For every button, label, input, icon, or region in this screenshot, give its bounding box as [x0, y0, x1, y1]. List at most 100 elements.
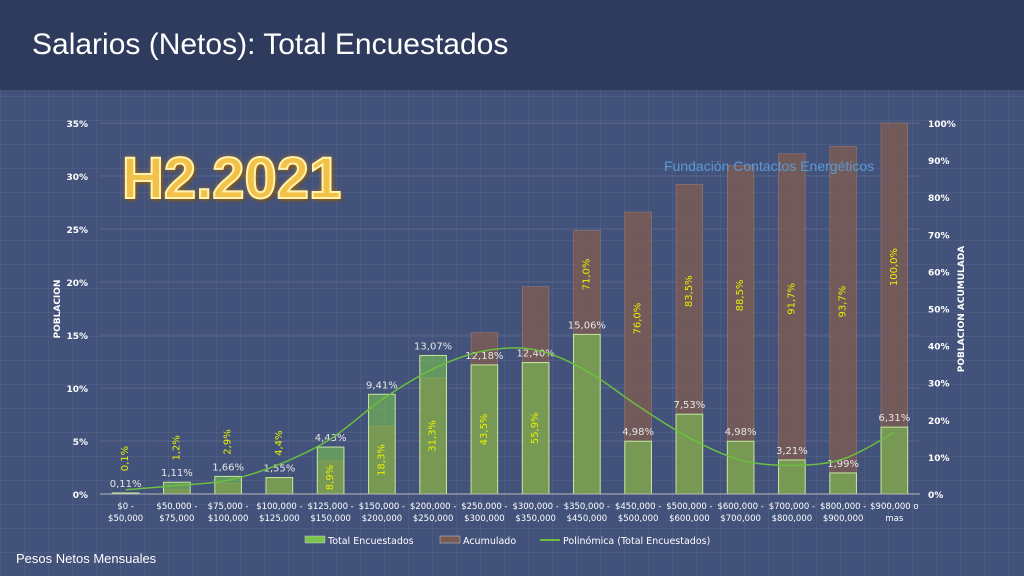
acumulado-data-label: 4,4%	[274, 430, 285, 455]
y-axis-title: POBLACION	[53, 280, 63, 339]
x-tick-label: $450,000 -	[615, 502, 661, 512]
footer-note: Pesos Netos Mensuales	[16, 551, 157, 566]
total-data-label: 9,41%	[366, 380, 398, 391]
x-tick-label: mas	[885, 514, 903, 524]
x-tick-label: $800,000 -	[820, 502, 866, 512]
y2-tick-label: 60%	[928, 268, 950, 278]
x-tick-label: $125,000	[259, 514, 300, 524]
acumulado-data-label: 91,7%	[786, 283, 797, 315]
total-bar	[368, 393, 396, 495]
trendline	[125, 347, 895, 491]
x-tick-label: $900,000 o	[870, 502, 918, 512]
total-data-label: 1,99%	[827, 459, 859, 470]
total-bar	[675, 413, 704, 495]
x-tick-label: $350,000	[515, 514, 556, 524]
acumulado-data-label: 1,2%	[171, 435, 182, 460]
legend-swatch	[304, 535, 326, 544]
x-tick-label: $500,000 -	[666, 502, 712, 512]
x-tick-label: $300,000	[464, 514, 505, 524]
x-tick-label: $250,000	[413, 514, 454, 524]
total-data-label: 4,98%	[725, 427, 757, 438]
y-tick-label: 30%	[66, 173, 88, 183]
y-tick-label: 10%	[66, 385, 88, 395]
y-tick-label: 5%	[73, 438, 88, 448]
y2-tick-label: 0%	[928, 491, 943, 501]
total-data-label: 1,66%	[212, 462, 244, 473]
acumulado-data-label: 88,5%	[735, 280, 746, 312]
x-tick-label: $50,000	[108, 514, 143, 524]
legend-swatch	[439, 535, 461, 544]
acumulado-bar	[829, 146, 857, 495]
y2-tick-label: 90%	[928, 157, 950, 167]
total-bar	[829, 472, 857, 495]
acumulado-data-label: 93,7%	[838, 286, 849, 318]
x-tick-label: $600,000	[669, 514, 710, 524]
acumulado-data-label: 18,3%	[376, 444, 387, 476]
x-tick-label: $50,000 -	[156, 502, 197, 512]
total-data-label: 12,40%	[517, 349, 555, 360]
total-bar	[316, 446, 345, 495]
legend-label: Acumulado	[463, 536, 516, 547]
y2-tick-label: 40%	[928, 343, 950, 353]
total-bar	[419, 354, 447, 495]
x-tick-label: $100,000	[208, 514, 249, 524]
acumulado-data-label: 100,0%	[889, 248, 900, 286]
y2-tick-label: 10%	[928, 454, 950, 464]
y-tick-label: 0%	[73, 491, 88, 501]
acumulado-data-label: 43,5%	[479, 414, 490, 446]
x-tick-label: $125,000 -	[307, 502, 353, 512]
x-tick-label: $300,000 -	[512, 502, 558, 512]
total-bar	[265, 477, 294, 495]
total-bar	[470, 364, 499, 495]
total-data-label: 7,53%	[673, 400, 705, 411]
x-tick-label: $100,000 -	[256, 502, 302, 512]
acumulado-data-label: 71,0%	[581, 259, 592, 291]
total-bar	[726, 440, 755, 495]
y-tick-label: 20%	[66, 279, 88, 289]
x-tick-label: $450,000	[567, 514, 608, 524]
total-data-label: 6,31%	[878, 413, 910, 424]
x-tick-label: $250,000 -	[461, 502, 507, 512]
x-tick-label: $200,000	[362, 514, 403, 524]
total-bar	[163, 481, 191, 495]
y2-tick-label: 100%	[928, 120, 956, 130]
y2-tick-label: 50%	[928, 306, 950, 316]
total-data-label: 12,18%	[465, 351, 503, 362]
x-tick-label: $75,000	[159, 514, 194, 524]
x-tick-label: $0 -	[117, 502, 134, 512]
total-data-label: 1,11%	[161, 468, 193, 479]
y2-tick-label: 80%	[928, 194, 950, 204]
total-data-label: 0,11%	[110, 479, 142, 490]
acumulado-bar	[778, 153, 806, 495]
total-data-label: 13,07%	[414, 341, 452, 352]
x-tick-label: $900,000	[823, 514, 864, 524]
x-tick-label: $200,000 -	[410, 502, 456, 512]
x-tick-label: $700,000	[720, 514, 761, 524]
acumulado-data-label: 8,9%	[325, 465, 336, 490]
y2-tick-label: 70%	[928, 231, 950, 241]
x-tick-label: $700,000 -	[769, 502, 815, 512]
acumulado-data-label: 0,1%	[120, 446, 131, 471]
header-bar	[0, 0, 1024, 90]
x-tick-label: $150,000	[310, 514, 351, 524]
acumulado-data-label: 55,9%	[530, 412, 541, 444]
acumulado-data-label: 2,9%	[223, 429, 234, 454]
legend-label: Total Encuestados	[327, 536, 414, 547]
acumulado-bar	[726, 165, 755, 495]
total-bar	[214, 475, 242, 495]
y-tick-label: 15%	[66, 332, 88, 342]
x-tick-label: $500,000	[618, 514, 659, 524]
total-bar	[521, 362, 550, 495]
total-data-label: 1,55%	[263, 464, 295, 475]
watermark: Fundación Contactos Energéticos	[664, 158, 875, 174]
acumulado-data-label: 31,3%	[428, 420, 439, 452]
total-bar	[624, 440, 652, 495]
period-badge: H2.2021	[121, 145, 342, 212]
acumulado-data-label: 76,0%	[633, 303, 644, 335]
acumulado-data-label: 83,5%	[684, 275, 695, 307]
page-title: Salarios (Netos): Total Encuestados	[32, 28, 509, 61]
x-tick-label: $150,000 -	[359, 502, 405, 512]
x-tick-label: $800,000	[772, 514, 813, 524]
x-tick-label: $75,000 -	[208, 502, 249, 512]
